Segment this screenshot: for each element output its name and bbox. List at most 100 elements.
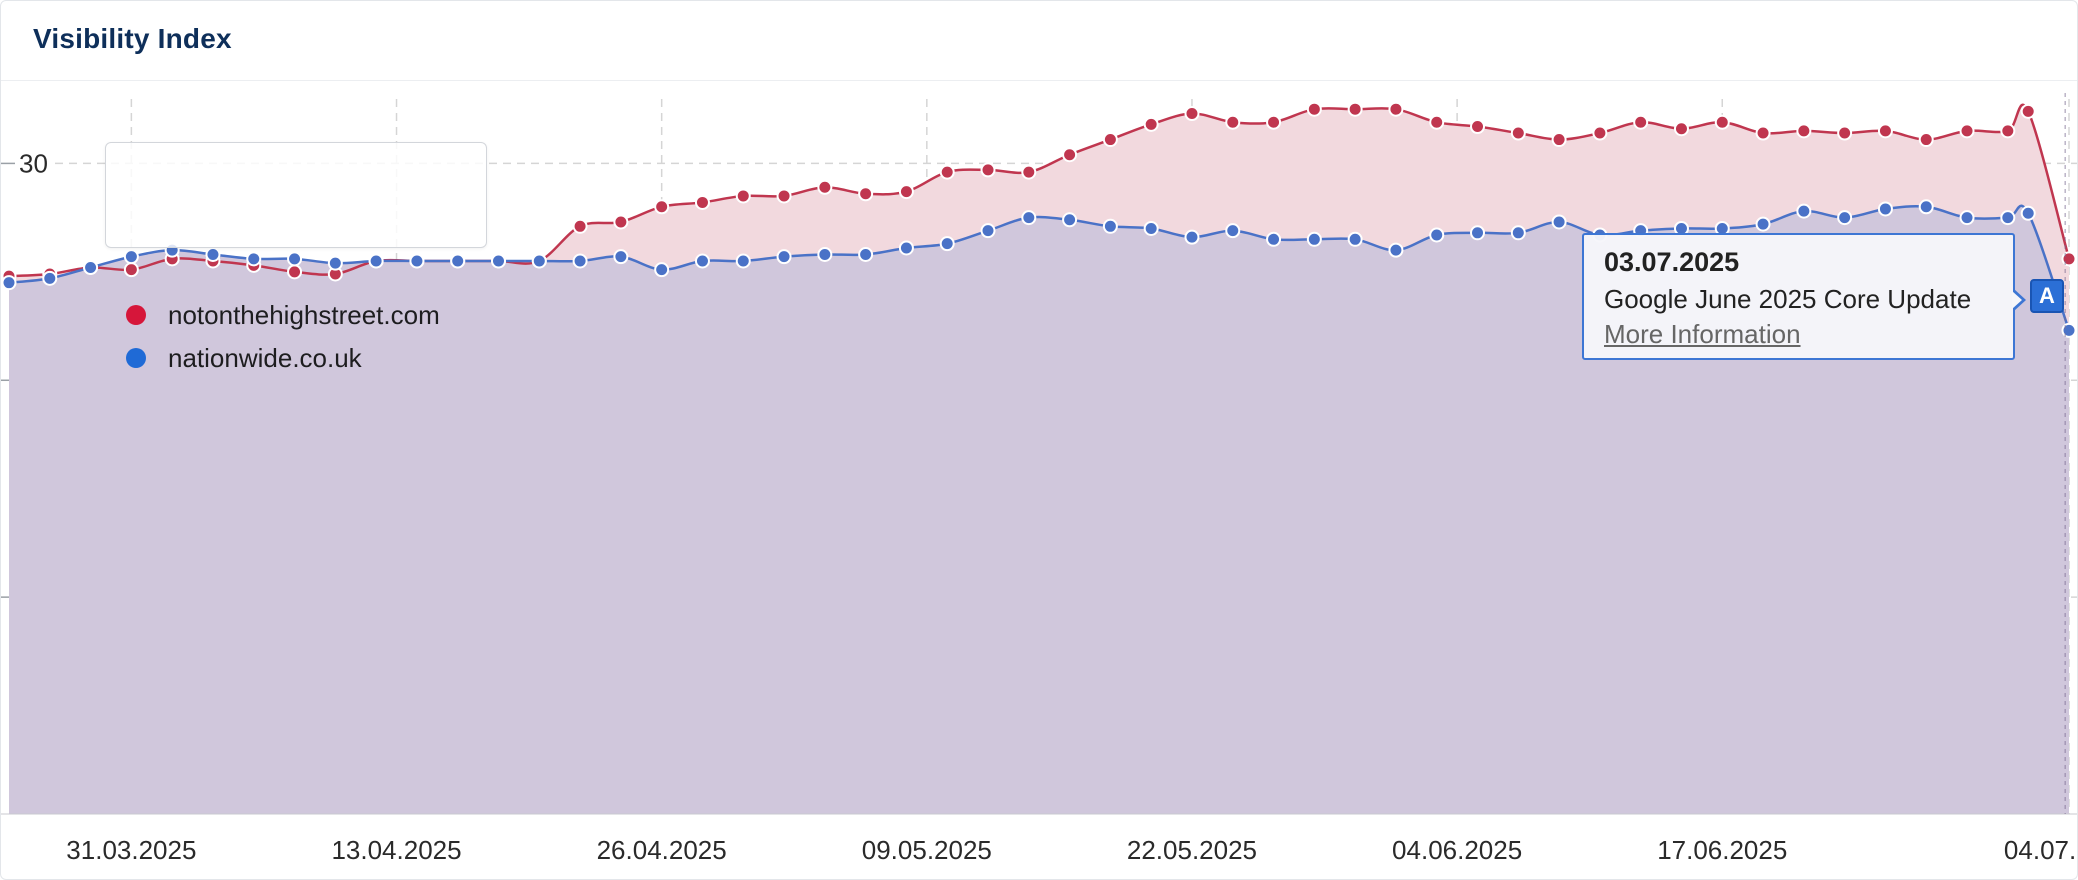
point-series-1 — [1755, 125, 1771, 141]
point-series-1 — [898, 184, 914, 200]
legend-item-series-1[interactable]: notonthehighstreet.com — [126, 298, 440, 332]
point-series-1 — [1470, 119, 1486, 135]
point-series-1 — [735, 188, 751, 204]
event-tooltip: 03.07.2025 Google June 2025 Core Update … — [1582, 233, 2026, 360]
point-series-2 — [613, 249, 629, 265]
point-series-2 — [531, 253, 547, 269]
x-tick-label: 17.06.2025 — [1657, 835, 1787, 865]
more-information-link[interactable]: More Information — [1604, 319, 1801, 349]
point-series-2 — [572, 253, 588, 269]
point-series-2 — [1918, 199, 1934, 215]
point-series-2 — [1959, 210, 1975, 226]
point-series-1 — [858, 186, 874, 202]
point-series-1 — [1306, 101, 1322, 117]
point-series-1 — [776, 188, 792, 204]
point-series-1 — [939, 164, 955, 180]
point-series-2 — [1347, 231, 1363, 247]
x-tick-label: 09.05.2025 — [862, 835, 992, 865]
x-tick-label: 31.03.2025 — [66, 835, 196, 865]
point-series-1 — [1959, 123, 1975, 139]
point-series-2 — [1143, 220, 1159, 236]
tooltip-arrow — [2012, 289, 2026, 311]
point-series-2 — [2061, 322, 2077, 338]
legend-dot-series-1 — [126, 305, 146, 325]
point-series-2 — [2020, 205, 2036, 221]
point-series-2 — [83, 260, 99, 276]
point-series-1 — [2020, 103, 2036, 119]
point-series-1 — [817, 179, 833, 195]
point-series-2 — [1429, 227, 1445, 243]
point-series-2 — [123, 249, 139, 265]
point-series-2 — [817, 246, 833, 262]
x-tick-label: 04.06.2025 — [1392, 835, 1522, 865]
point-series-1 — [1102, 132, 1118, 148]
legend-label-series-1: notonthehighstreet.com — [168, 299, 440, 330]
x-tick-label: 04.07.2025 — [2004, 835, 2078, 865]
x-tick-label: 26.04.2025 — [597, 835, 727, 865]
point-series-1 — [1510, 125, 1526, 141]
point-series-2 — [735, 253, 751, 269]
point-series-1 — [1143, 116, 1159, 132]
point-series-2 — [1306, 231, 1322, 247]
point-series-1 — [2000, 123, 2016, 139]
point-series-1 — [1551, 132, 1567, 148]
event-marker-a[interactable]: A — [2030, 279, 2064, 313]
point-series-1 — [613, 214, 629, 230]
point-series-1 — [123, 262, 139, 278]
point-series-1 — [1673, 121, 1689, 137]
point-series-1 — [1633, 114, 1649, 130]
point-series-2 — [858, 246, 874, 262]
point-series-1 — [694, 194, 710, 210]
point-series-2 — [1184, 229, 1200, 245]
chart-title: Visibility Index — [33, 23, 232, 54]
point-series-2 — [776, 249, 792, 265]
point-series-2 — [42, 270, 58, 286]
point-series-1 — [572, 218, 588, 234]
point-series-1 — [1062, 147, 1078, 163]
point-series-1 — [980, 162, 996, 178]
point-series-1 — [1429, 114, 1445, 130]
point-series-2 — [1102, 218, 1118, 234]
point-series-1 — [1388, 101, 1404, 117]
point-series-1 — [1225, 114, 1241, 130]
chart-header: Visibility Index — [1, 1, 2077, 81]
point-series-2 — [1225, 223, 1241, 239]
point-series-2 — [1470, 225, 1486, 241]
point-series-1 — [287, 264, 303, 280]
point-series-2 — [1837, 210, 1853, 226]
point-series-2 — [1388, 242, 1404, 258]
point-series-2 — [205, 246, 221, 262]
point-series-2 — [1, 275, 17, 291]
point-series-1 — [1714, 114, 1730, 130]
point-series-2 — [1021, 210, 1037, 226]
point-series-2 — [246, 251, 262, 267]
point-series-2 — [327, 255, 343, 271]
point-series-1 — [1592, 125, 1608, 141]
point-series-2 — [368, 253, 384, 269]
point-series-2 — [939, 236, 955, 252]
point-series-2 — [1062, 212, 1078, 228]
point-series-2 — [898, 240, 914, 256]
point-series-1 — [1184, 106, 1200, 122]
x-tick-label: 22.05.2025 — [1127, 835, 1257, 865]
point-series-1 — [2061, 251, 2077, 267]
legend-item-series-2[interactable]: nationwide.co.uk — [126, 341, 362, 375]
point-series-2 — [1877, 201, 1893, 217]
point-series-1 — [1021, 164, 1037, 180]
x-tick-label: 13.04.2025 — [331, 835, 461, 865]
point-series-2 — [694, 253, 710, 269]
point-series-2 — [491, 253, 507, 269]
chart-legend: notonthehighstreet.com nationwide.co.uk — [105, 142, 487, 373]
point-series-1 — [1266, 114, 1282, 130]
point-series-2 — [654, 262, 670, 278]
point-series-2 — [1510, 225, 1526, 241]
point-series-2 — [980, 223, 996, 239]
point-series-1 — [654, 199, 670, 215]
point-series-2 — [1266, 231, 1282, 247]
tooltip-date: 03.07.2025 — [1604, 247, 1740, 277]
point-series-2 — [409, 253, 425, 269]
point-series-1 — [1837, 125, 1853, 141]
legend-dot-series-2 — [126, 348, 146, 368]
